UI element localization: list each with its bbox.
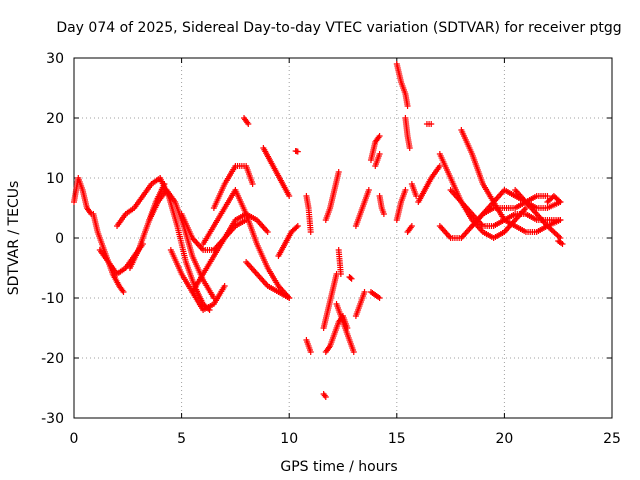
data-point <box>264 229 271 235</box>
data-point <box>221 283 228 289</box>
y-tick-label: 20 <box>46 111 64 127</box>
data-point <box>406 145 413 151</box>
y-tick-label: -30 <box>41 411 64 427</box>
y-tick-label: 30 <box>46 51 64 67</box>
data-point <box>322 394 329 400</box>
data-point <box>413 193 420 199</box>
data-point <box>408 223 415 229</box>
y-axis-label: SDTVAR / TECUs <box>6 181 22 296</box>
x-tick-label: 25 <box>603 431 621 447</box>
data-point <box>348 275 355 282</box>
data-point <box>245 121 252 127</box>
y-tick-label: 0 <box>55 231 64 247</box>
x-tick-label: 5 <box>177 431 186 447</box>
data-point <box>293 224 300 231</box>
data-point <box>286 193 293 199</box>
data-point <box>436 163 443 169</box>
data-point <box>544 193 551 199</box>
data-point <box>249 181 256 187</box>
data-point <box>365 187 372 193</box>
grid-lines <box>74 58 612 418</box>
data-point <box>556 197 563 204</box>
y-tick-label: 10 <box>46 171 64 187</box>
data-point <box>294 223 301 229</box>
data-point <box>294 148 301 155</box>
y-tick-label: -20 <box>41 351 64 367</box>
data-point <box>286 295 293 301</box>
data-point <box>557 199 564 205</box>
data-point <box>337 271 344 277</box>
x-tick-label: 20 <box>495 431 513 447</box>
data-point <box>376 295 383 301</box>
data-point <box>376 151 383 157</box>
data-point <box>350 349 357 355</box>
x-tick-label: 15 <box>388 431 406 447</box>
chart-title: Day 074 of 2025, Sidereal Day-to-day VTE… <box>56 20 621 36</box>
axis-ticks: 0 5 10 15 20 25 30 20 10 0 -10 -20 -30 <box>41 51 621 447</box>
data-point <box>404 103 411 109</box>
data-point <box>347 274 354 281</box>
data-point <box>557 217 564 223</box>
x-axis-label: GPS time / hours <box>280 459 397 475</box>
data-point <box>428 121 435 127</box>
data-point <box>402 187 409 193</box>
data-point <box>120 289 127 295</box>
data-point <box>361 289 368 295</box>
data-point <box>307 229 314 235</box>
y-tick-label: -10 <box>41 291 64 307</box>
data-point <box>559 241 566 247</box>
data-point <box>522 205 529 211</box>
data-point <box>380 211 387 217</box>
x-tick-label: 10 <box>280 431 298 447</box>
x-tick-label: 0 <box>70 431 79 447</box>
data-point <box>376 133 383 139</box>
data-point <box>335 169 342 175</box>
data-points <box>71 61 566 400</box>
data-point <box>307 349 314 355</box>
